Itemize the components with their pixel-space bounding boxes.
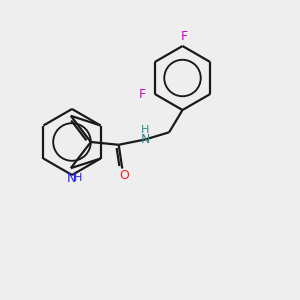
Text: F: F [139, 88, 146, 100]
Text: N: N [140, 133, 150, 146]
Text: O: O [119, 169, 129, 182]
Text: F: F [181, 29, 188, 43]
Text: N: N [67, 172, 76, 185]
Text: H: H [74, 173, 82, 183]
Text: H: H [141, 125, 149, 136]
